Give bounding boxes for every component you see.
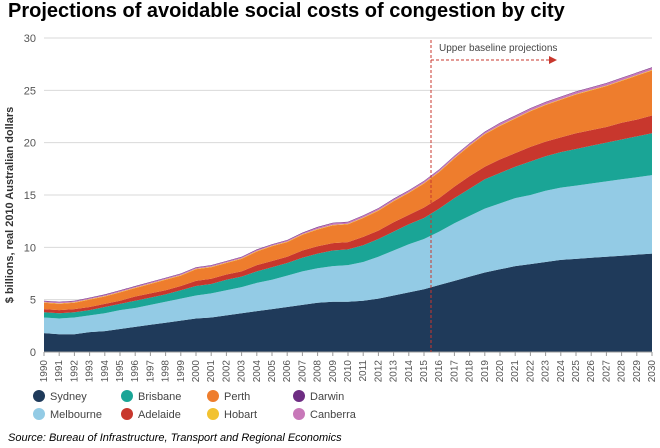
x-tick-label: 2029: [632, 360, 643, 383]
legend-marker-melbourne: [33, 408, 45, 420]
x-tick-label: 2020: [495, 360, 506, 383]
x-tick-label: 2013: [389, 360, 400, 383]
y-tick-label: 15: [24, 190, 36, 202]
legend-marker-perth: [207, 390, 219, 402]
x-tick-label: 2001: [206, 360, 217, 383]
legend-label-adelaide: Adelaide: [138, 409, 181, 421]
x-tick-label: 2015: [419, 360, 430, 383]
y-tick-label: 25: [24, 85, 36, 97]
x-tick-label: 1992: [69, 360, 80, 383]
x-tick-label: 2011: [358, 360, 369, 382]
source-note: Source: Bureau of Infrastructure, Transp…: [8, 432, 342, 444]
legend-marker-hobart: [207, 408, 219, 420]
x-tick-label: 1995: [115, 360, 126, 383]
chart-title: Projections of avoidable social costs of…: [8, 0, 565, 22]
x-tick-label: 1991: [54, 360, 65, 383]
y-tick-label: 10: [24, 242, 36, 254]
x-tick-label: 2028: [617, 360, 628, 383]
y-tick-label: 30: [24, 33, 36, 45]
x-tick-label: 2003: [237, 360, 248, 383]
series-area-sydney: [44, 253, 652, 352]
x-tick-label: 2000: [191, 360, 202, 383]
x-tick-label: 2019: [480, 360, 491, 383]
x-tick-label: 1993: [85, 360, 96, 383]
legend-label-perth: Perth: [224, 391, 250, 403]
x-tick-label: 2025: [571, 360, 582, 383]
x-tick-label: 1996: [130, 360, 141, 383]
x-tick-label: 2017: [449, 360, 460, 383]
y-tick-label: 20: [24, 138, 36, 150]
x-tick-label: 2018: [465, 360, 476, 383]
x-tick-label: 1994: [100, 360, 111, 383]
legend-marker-darwin: [293, 390, 305, 402]
x-tick-label: 2006: [282, 360, 293, 383]
x-tick-label: 1997: [145, 360, 156, 383]
legend-label-hobart: Hobart: [224, 409, 257, 421]
x-tick-label: 2026: [586, 360, 597, 383]
series-area-perth: [44, 70, 652, 311]
legend-label-melbourne: Melbourne: [50, 409, 102, 421]
series-area-brisbane: [44, 133, 652, 319]
legend-marker-brisbane: [121, 390, 133, 402]
x-tick-label: 2010: [343, 360, 354, 383]
y-tick-label: 5: [30, 295, 36, 307]
x-tick-label: 2008: [313, 360, 324, 383]
x-tick-label: 1999: [176, 360, 187, 383]
y-tick-label: 0: [30, 347, 36, 359]
legend-label-sydney: Sydney: [50, 391, 87, 403]
x-tick-label: 2004: [252, 360, 263, 383]
x-tick-label: 2024: [556, 360, 567, 383]
x-tick-label: 2016: [434, 360, 445, 383]
x-tick-label: 2014: [404, 360, 415, 383]
series-area-adelaide: [44, 115, 652, 314]
x-tick-label: 2012: [373, 360, 384, 383]
x-tick-label: 2005: [267, 360, 278, 383]
x-tick-label: 2022: [525, 360, 536, 383]
x-tick-label: 1998: [161, 360, 172, 383]
y-axis-label: $ billions, real 2010 Australian dollars: [4, 107, 16, 303]
annotation-label: Upper baseline projections: [439, 43, 557, 54]
legend-marker-adelaide: [121, 408, 133, 420]
x-tick-label: 2002: [221, 360, 232, 383]
x-tick-label: 2009: [328, 360, 339, 383]
x-tick-label: 2030: [647, 360, 658, 383]
legend-marker-sydney: [33, 390, 45, 402]
x-tick-label: 2027: [601, 360, 612, 383]
legend-label-brisbane: Brisbane: [138, 391, 181, 403]
x-tick-label: 2021: [510, 360, 521, 383]
x-tick-label: 1990: [39, 360, 50, 383]
x-tick-label: 2023: [541, 360, 552, 383]
legend-marker-canberra: [293, 408, 305, 420]
x-tick-label: 2007: [297, 360, 308, 383]
projection-arrow-head: [549, 56, 557, 64]
legend-label-darwin: Darwin: [310, 391, 344, 403]
legend-label-canberra: Canberra: [310, 409, 357, 421]
series-area-melbourne: [44, 175, 652, 335]
